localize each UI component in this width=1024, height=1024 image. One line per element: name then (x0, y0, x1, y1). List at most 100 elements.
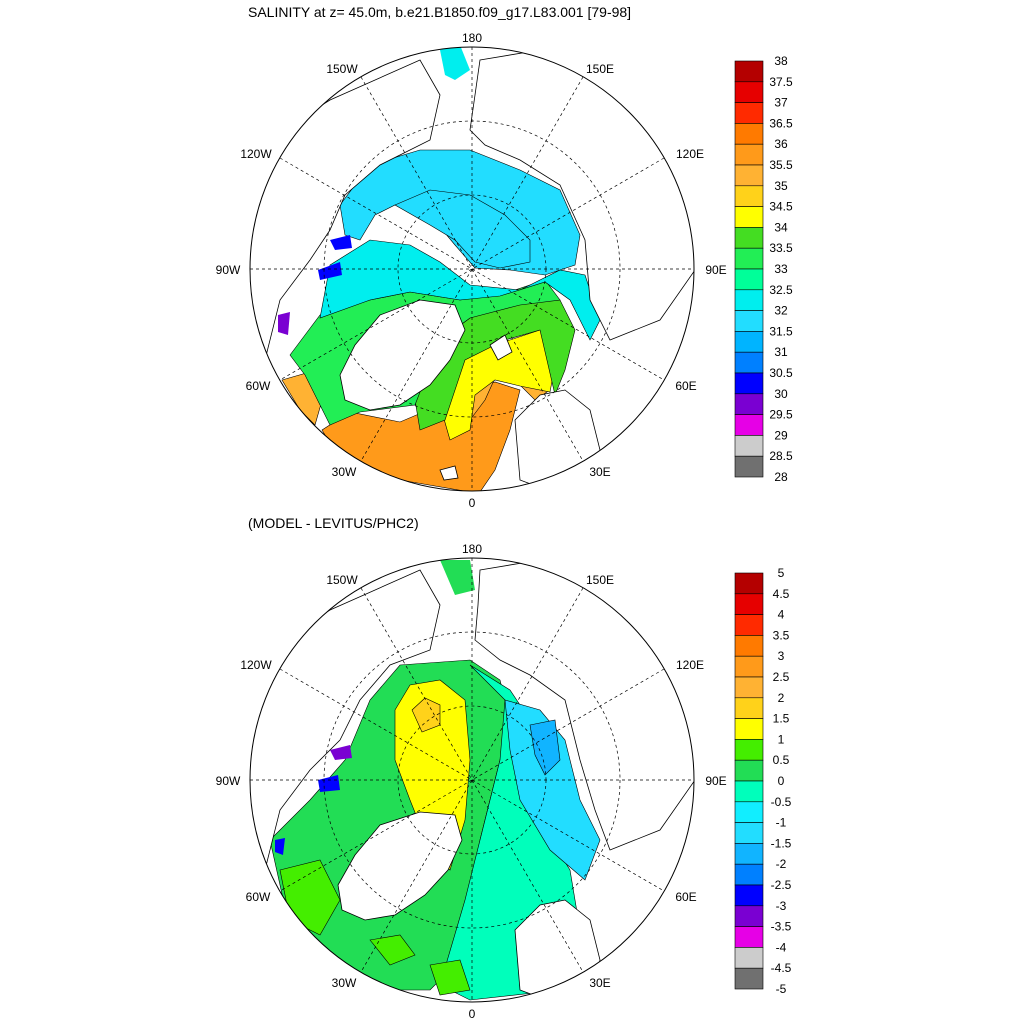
lon-labels-1: 180 150E 120E 90E 60E 30E 0 30W 60W 90W … (216, 31, 727, 510)
colorbar-swatch (734, 455, 764, 478)
colorbar-label: 1.5 (773, 712, 790, 726)
colorbar-label: -3 (776, 899, 787, 913)
colorbar-label: 36.5 (769, 116, 793, 130)
colorbar-label: 32 (774, 304, 788, 318)
colorbar-label: 4 (778, 608, 785, 622)
colorbar-label: 38 (774, 54, 788, 68)
colorbar-label: 31 (774, 345, 788, 359)
colorbar-label: -3.5 (771, 920, 792, 934)
colorbar-swatch (734, 780, 764, 803)
lon-label-60w: 60W (246, 890, 271, 904)
colorbar-label: 34 (774, 220, 788, 234)
colorbar-label: 0 (778, 774, 785, 788)
diff-region-baffin-purple (330, 745, 352, 760)
lon-label-120e: 120E (676, 147, 704, 161)
lon-label-60e: 60E (675, 890, 696, 904)
lon-label-0: 0 (469, 496, 476, 510)
colorbar-label: 37 (774, 96, 788, 110)
lon-label-30w: 30W (332, 465, 357, 479)
lon-label-150e: 150E (586, 62, 614, 76)
lon-label-30w: 30W (332, 976, 357, 990)
lon-label-0: 0 (469, 1007, 476, 1021)
colorbar-swatch (734, 268, 764, 291)
map-grid-1 (250, 47, 694, 491)
colorbar-label: 37.5 (769, 75, 793, 89)
colorbar-swatch (734, 947, 764, 969)
colorbar-label: 36 (774, 137, 788, 151)
colorbar-swatch (734, 801, 764, 823)
colorbar-swatch (734, 143, 764, 166)
lon-label-120w: 120W (240, 147, 272, 161)
colorbar-swatch (734, 614, 764, 636)
colorbar-swatch (734, 572, 764, 595)
colorbar-salinity: 38 37.5 37 36.5 36 35.5 35 34.5 34 33.5 33 32.5 32 31… (734, 54, 793, 484)
colorbar-swatch (734, 414, 764, 436)
colorbar-label: -2 (776, 857, 787, 871)
colorbar-swatch (734, 759, 764, 782)
lon-label-180: 180 (462, 542, 482, 556)
colorbar-label: 2 (778, 691, 785, 705)
colorbar-label: -0.5 (771, 795, 792, 809)
colorbar-swatch (734, 393, 764, 415)
colorbar-swatch (734, 331, 764, 353)
colorbar-label: -5 (776, 982, 787, 996)
colorbar-label: 33 (774, 262, 788, 276)
salinity-region-cyan (319, 239, 601, 341)
lon-label-30e: 30E (589, 465, 610, 479)
lon-label-90w: 90W (216, 263, 241, 277)
salinity-region-bering (440, 47, 470, 80)
colorbar-label: -2.5 (771, 878, 792, 892)
colorbar-swatch (734, 697, 764, 719)
salinity-region-baffin-blue (318, 235, 352, 280)
colorbar-swatch (734, 926, 764, 948)
colorbar-label: 33.5 (769, 241, 793, 255)
colorbar-label: 28.5 (769, 449, 793, 463)
lon-label-150w: 150W (326, 62, 358, 76)
panel-title-salinity: SALINITY at z= 45.0m, b.e21.B1850.f09_g1… (248, 4, 632, 20)
salinity-field (250, 47, 694, 491)
colorbar-label: 30 (774, 387, 788, 401)
colorbar-label: 4.5 (773, 587, 790, 601)
colorbar-swatch (734, 289, 764, 311)
colorbar-label: 28 (774, 470, 788, 484)
lon-label-120e: 120E (676, 658, 704, 672)
colorbar-label: -1.5 (771, 836, 792, 850)
colorbar-label: 31.5 (769, 324, 793, 338)
colorbar-swatch (734, 435, 764, 457)
map-boundary-2 (249, 557, 695, 1003)
panel-title-difference: (MODEL - LEVITUS/PHC2) (248, 515, 419, 531)
lon-label-90w: 90W (216, 774, 241, 788)
colorbar-difference: 5 4.5 4 3.5 3 2.5 2 1.5 1 0.5 0 -0.5 -1 -1.5 -2 -2.5 -3 -… (734, 566, 792, 996)
colorbar-label: 32.5 (769, 283, 793, 297)
colorbar-swatch (734, 227, 764, 249)
colorbar-swatch (734, 739, 764, 761)
colorbar-swatch (734, 372, 764, 395)
colorbar-swatch (734, 185, 764, 207)
colorbar-label: 34.5 (769, 200, 793, 214)
map-difference (249, 557, 695, 1003)
colorbar-label: 0.5 (773, 753, 790, 767)
salinity-region-hudson-purple (278, 312, 290, 335)
colorbar-swatch (734, 164, 764, 187)
diff-region-gold (411, 697, 441, 733)
diff-region-baffin-blue (275, 775, 340, 855)
colorbar-swatch (734, 863, 764, 886)
greenland-land-2 (337, 811, 463, 921)
lon-label-90e: 90E (705, 263, 726, 277)
iceland-land (439, 465, 459, 481)
colorbar-swatch (734, 905, 764, 927)
colorbar-swatch (734, 247, 764, 270)
colorbar-swatch (734, 635, 764, 657)
colorbar-label: 5 (778, 566, 785, 580)
colorbar-swatch (734, 81, 764, 103)
lon-label-60w: 60W (246, 379, 271, 393)
lon-label-150w: 150W (326, 573, 358, 587)
colorbar-label: 35.5 (769, 158, 793, 172)
colorbar-label: 29 (774, 428, 788, 442)
map-grid-2 (250, 558, 694, 1002)
map-boundary-1 (249, 46, 695, 492)
colorbar-swatch (734, 884, 764, 907)
colorbar-label: -4 (776, 940, 787, 954)
map-salinity (249, 46, 695, 492)
